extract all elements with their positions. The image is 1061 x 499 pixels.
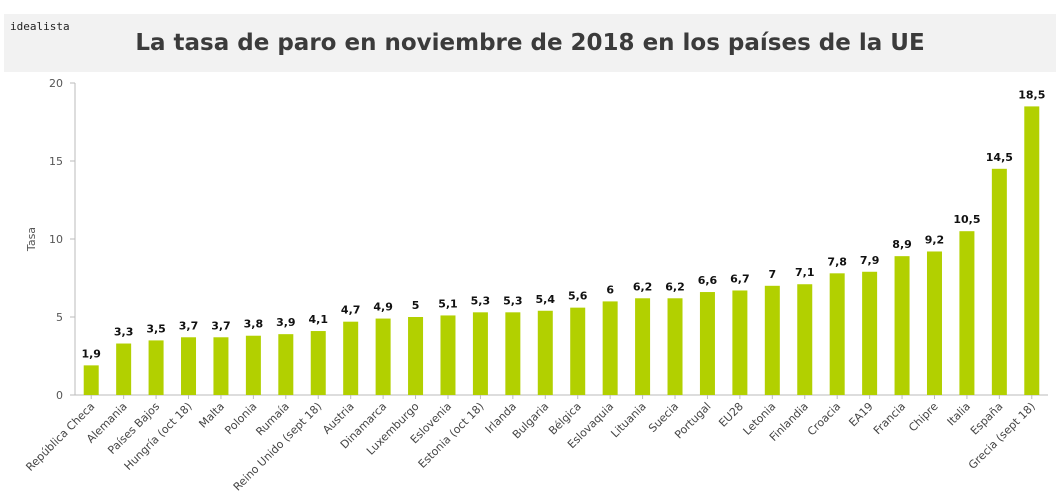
- x-tick-label: Italia: [945, 400, 973, 428]
- x-tick-label: EU28: [716, 400, 746, 430]
- data-label: 5,3: [471, 294, 491, 307]
- bar: [245, 335, 261, 395]
- bar: [667, 298, 683, 395]
- bar: [278, 334, 294, 395]
- data-label: 5,1: [438, 297, 458, 310]
- bar: [148, 340, 164, 395]
- data-label: 10,5: [953, 213, 980, 226]
- x-tick-label: Portugal: [672, 400, 713, 441]
- data-label: 7: [768, 268, 776, 281]
- data-label: 6,6: [698, 274, 718, 287]
- data-label: 5,6: [568, 290, 588, 303]
- bar: [862, 271, 878, 395]
- x-tick-label: Francia: [871, 400, 908, 437]
- bar: [83, 365, 99, 395]
- bar: [505, 312, 521, 395]
- bar: [213, 337, 229, 395]
- y-tick-label: 20: [49, 77, 63, 90]
- chart-header: idealista La tasa de paro en noviembre d…: [4, 14, 1056, 72]
- bar: [116, 343, 132, 395]
- data-label: 7,9: [860, 254, 880, 267]
- bar: [764, 285, 780, 395]
- bar: [699, 292, 715, 395]
- data-label: 6,7: [730, 272, 750, 285]
- data-label: 5,3: [503, 294, 523, 307]
- bar: [635, 298, 651, 395]
- x-tick-label: Bulgaria: [510, 400, 551, 441]
- x-tick-label: Polonia: [222, 400, 259, 437]
- bar: [181, 337, 197, 395]
- x-tick-label: Chipre: [906, 400, 941, 435]
- data-label: 5: [412, 299, 420, 312]
- bar: [440, 315, 456, 395]
- data-label: 6,2: [633, 280, 653, 293]
- x-tick-label: Malta: [196, 400, 227, 431]
- bar: [894, 256, 910, 395]
- bar: [570, 307, 586, 395]
- chart-title: La tasa de paro en noviembre de 2018 en …: [135, 30, 925, 56]
- data-label: 14,5: [986, 151, 1013, 164]
- data-label: 1,9: [81, 347, 101, 360]
- bar: [959, 231, 975, 395]
- bar: [310, 331, 326, 395]
- bar: [343, 321, 359, 395]
- data-label: 9,2: [925, 233, 945, 246]
- bar: [1024, 106, 1040, 396]
- data-label: 7,8: [827, 255, 847, 268]
- bar: [472, 312, 488, 395]
- y-tick-label: 5: [56, 311, 63, 324]
- bar: [602, 301, 618, 395]
- data-label: 18,5: [1018, 88, 1045, 101]
- bar: [797, 284, 813, 395]
- bar: [408, 317, 424, 395]
- data-label: 5,4: [536, 293, 556, 306]
- data-label: 3,7: [211, 319, 231, 332]
- x-tick-label: Croacia: [805, 400, 843, 438]
- bar: [926, 251, 942, 395]
- data-label: 3,3: [114, 326, 134, 339]
- bar: [829, 273, 845, 395]
- data-label: 4,1: [309, 313, 329, 326]
- data-label: 6,2: [665, 280, 685, 293]
- bar: [991, 168, 1007, 395]
- data-label: 6: [606, 283, 614, 296]
- bar: [375, 318, 391, 395]
- x-tick-label: Lituania: [608, 400, 648, 440]
- x-tick-label: EA19: [846, 400, 875, 429]
- y-axis-title: Tasa: [25, 227, 38, 252]
- data-label: 4,7: [341, 304, 361, 317]
- data-label: 4,9: [373, 301, 393, 314]
- bar: [537, 310, 553, 395]
- data-label: 3,9: [276, 316, 296, 329]
- data-label: 8,9: [892, 238, 912, 251]
- y-tick-label: 0: [56, 389, 63, 402]
- y-tick-label: 15: [49, 155, 63, 168]
- data-label: 3,8: [244, 318, 264, 331]
- bar: [732, 290, 748, 395]
- data-label: 7,1: [795, 266, 815, 279]
- data-label: 3,5: [146, 322, 166, 335]
- y-tick-label: 10: [49, 233, 63, 246]
- data-label: 3,7: [179, 319, 199, 332]
- brand-logo: idealista: [10, 20, 70, 33]
